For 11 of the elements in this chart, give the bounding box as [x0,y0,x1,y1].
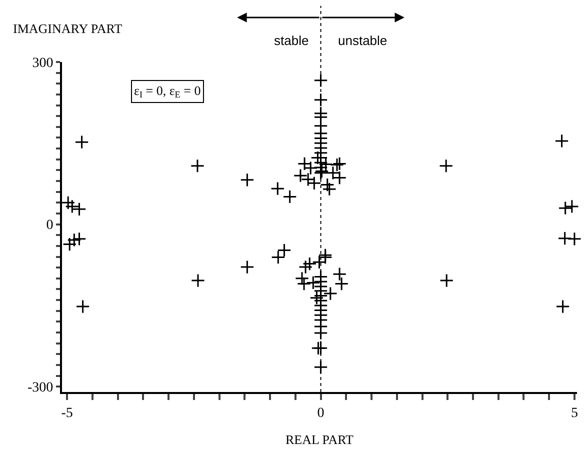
y-tick-label: 300 [32,56,54,71]
annotation: ε$_{I}$ = 0, ε$_{E}$ = 0 [134,83,201,100]
y-axis-title: IMAGINARY PART [13,21,122,36]
x-tick-label: 5 [570,406,578,421]
text: unstable [338,33,388,48]
x-tick-label: -5 [61,406,73,421]
y-tick-label: 0 [46,218,54,234]
text: stable [274,33,309,48]
y-tick-label: -300 [28,380,54,396]
x-axis-title: REAL PART [286,432,354,447]
x-tick-label: 0 [317,406,324,421]
